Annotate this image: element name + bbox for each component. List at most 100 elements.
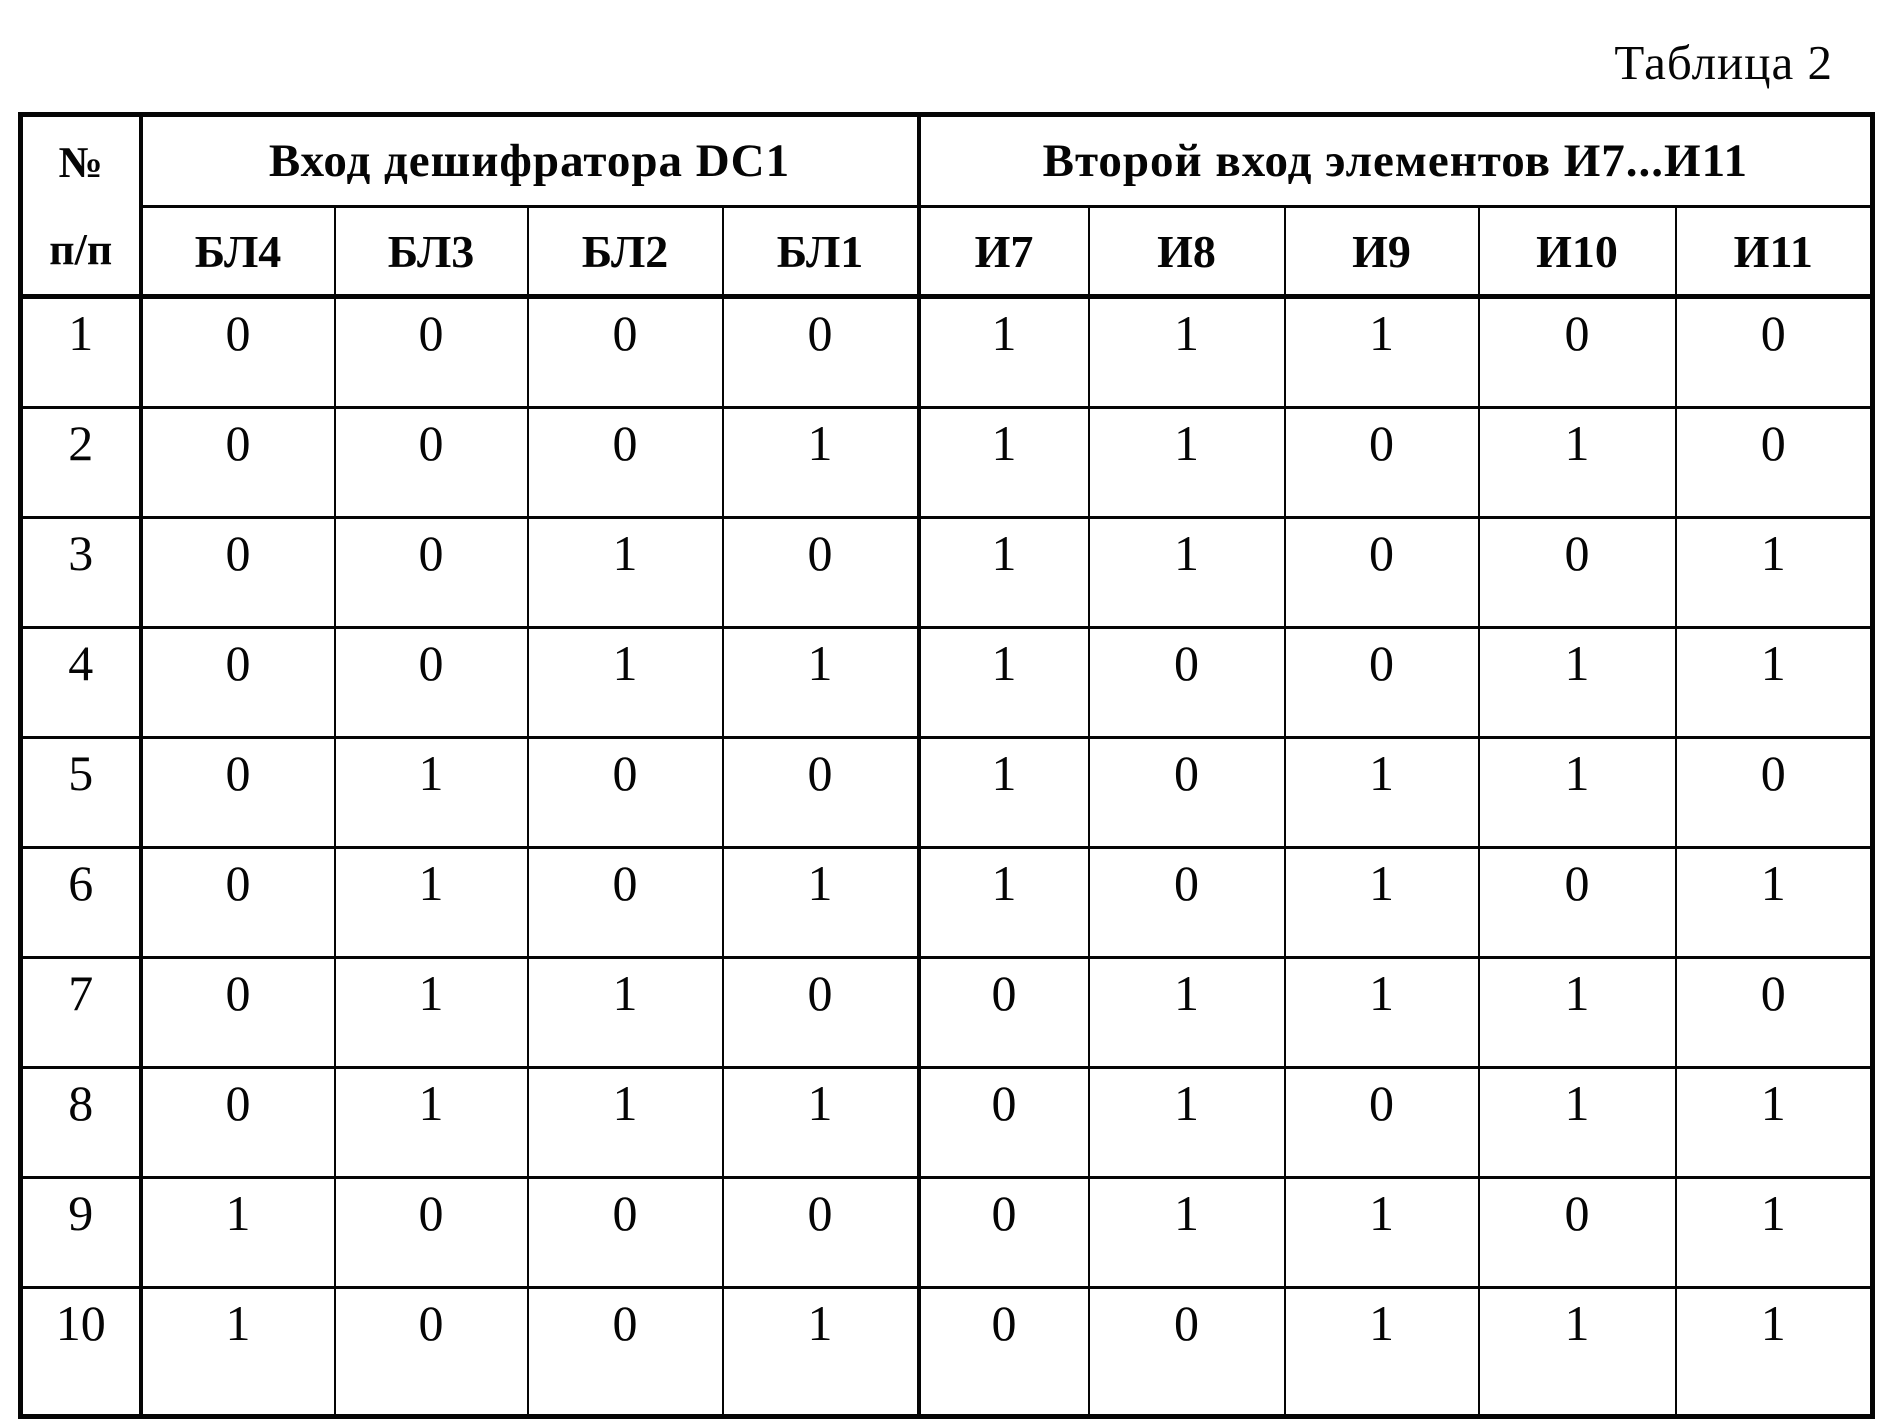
- value-cell: 0: [139, 956, 336, 1069]
- corner-header: № п/п: [19, 113, 143, 299]
- value-cell: 1: [1283, 956, 1480, 1069]
- value-cell: 1: [1477, 956, 1677, 1069]
- value-cell: 0: [1283, 516, 1480, 629]
- value-cell: 1: [1283, 1176, 1480, 1289]
- value-cell: 0: [1283, 626, 1480, 739]
- value-cell: 0: [721, 1176, 920, 1289]
- value-cell: 1: [333, 736, 529, 849]
- value-cell: 1: [1283, 846, 1480, 959]
- value-cell: 1: [526, 1066, 724, 1179]
- column-header-bl4: БЛ4: [139, 205, 336, 299]
- value-cell: 1: [139, 1176, 336, 1289]
- column-header-i7: И7: [916, 205, 1090, 299]
- table-row: 6 0 1 0 1 1 0 1 0 1: [19, 846, 1874, 959]
- value-cell: 0: [721, 956, 920, 1069]
- value-cell: 1: [1477, 1286, 1677, 1418]
- column-header-i10: И10: [1477, 205, 1677, 299]
- value-cell: 0: [526, 295, 724, 409]
- value-cell: 0: [1087, 626, 1286, 739]
- value-cell: 0: [1087, 1286, 1286, 1418]
- value-cell: 1: [1087, 516, 1286, 629]
- value-cell: 1: [1674, 1176, 1874, 1289]
- column-header-bl1: БЛ1: [721, 205, 920, 299]
- value-cell: 0: [526, 406, 724, 519]
- value-cell: 0: [139, 846, 336, 959]
- value-cell: 0: [1283, 406, 1480, 519]
- value-cell: 1: [916, 736, 1090, 849]
- value-cell: 1: [333, 956, 529, 1069]
- value-cell: 1: [1283, 1286, 1480, 1418]
- value-cell: 1: [526, 626, 724, 739]
- row-number: 9: [19, 1176, 143, 1289]
- value-cell: 1: [1283, 736, 1480, 849]
- value-cell: 0: [526, 1286, 724, 1418]
- value-cell: 1: [1674, 1286, 1874, 1418]
- value-cell: 1: [1087, 1176, 1286, 1289]
- table-row: 7 0 1 1 0 0 1 1 1 0: [19, 956, 1874, 1069]
- table-row: 8 0 1 1 1 0 1 0 1 1: [19, 1066, 1874, 1179]
- value-cell: 1: [916, 846, 1090, 959]
- value-cell: 1: [916, 406, 1090, 519]
- value-cell: 1: [721, 406, 920, 519]
- value-cell: 0: [526, 846, 724, 959]
- value-cell: 1: [1087, 406, 1286, 519]
- value-cell: 0: [139, 626, 336, 739]
- value-cell: 1: [1087, 1066, 1286, 1179]
- value-cell: 0: [1477, 1176, 1677, 1289]
- row-number: 7: [19, 956, 143, 1069]
- value-cell: 1: [1283, 295, 1480, 409]
- value-cell: 1: [1477, 1066, 1677, 1179]
- group-header-row: № п/п Вход дешифратора DC1 Второй вход э…: [19, 113, 1874, 299]
- table-row: 4 0 0 1 1 1 0 0 1 1: [19, 626, 1874, 739]
- group-header-dc1: Вход дешифратора DC1: [139, 113, 920, 208]
- value-cell: 1: [333, 846, 529, 959]
- value-cell: 0: [526, 1176, 724, 1289]
- column-header-i9: И9: [1283, 205, 1480, 299]
- value-cell: 0: [333, 1176, 529, 1289]
- corner-header-top: №: [58, 137, 103, 187]
- value-cell: 1: [721, 846, 920, 959]
- row-number: 2: [19, 406, 143, 519]
- value-cell: 1: [916, 626, 1090, 739]
- value-cell: 1: [139, 1286, 336, 1418]
- value-cell: 1: [1477, 626, 1677, 739]
- value-cell: 1: [1087, 295, 1286, 409]
- value-cell: 0: [721, 516, 920, 629]
- column-header-row: БЛ4 БЛ3 БЛ2 БЛ1 И7 И8 И9 И10 И11: [21, 205, 1874, 299]
- value-cell: 1: [333, 1066, 529, 1179]
- value-cell: 1: [916, 516, 1090, 629]
- value-cell: 0: [333, 295, 529, 409]
- value-cell: 1: [721, 1286, 920, 1418]
- value-cell: 1: [1674, 516, 1874, 629]
- value-cell: 0: [139, 295, 336, 409]
- value-cell: 1: [1477, 406, 1677, 519]
- column-header-i11: И11: [1674, 205, 1874, 299]
- value-cell: 0: [333, 1286, 529, 1418]
- table-row: 5 0 1 0 0 1 0 1 1 0: [19, 736, 1874, 849]
- value-cell: 1: [721, 1066, 920, 1179]
- table-row: 10 1 0 0 1 0 0 1 1 1: [19, 1286, 1874, 1418]
- value-cell: 0: [333, 626, 529, 739]
- value-cell: 1: [526, 516, 724, 629]
- value-cell: 0: [139, 736, 336, 849]
- row-number: 4: [19, 626, 143, 739]
- value-cell: 0: [333, 406, 529, 519]
- value-cell: 0: [1283, 1066, 1480, 1179]
- table-row: 3 0 0 1 0 1 1 0 0 1: [19, 516, 1874, 629]
- value-cell: 0: [721, 736, 920, 849]
- value-cell: 0: [916, 956, 1090, 1069]
- value-cell: 1: [1674, 846, 1874, 959]
- value-cell: 0: [139, 1066, 336, 1179]
- table-row: 1 0 0 0 0 1 1 1 0 0: [19, 295, 1874, 409]
- value-cell: 0: [139, 516, 336, 629]
- column-header-i8: И8: [1087, 205, 1286, 299]
- column-header-bl2: БЛ2: [526, 205, 724, 299]
- row-number: 1: [19, 295, 143, 409]
- corner-header-bottom: п/п: [49, 224, 113, 274]
- row-number: 5: [19, 736, 143, 849]
- page-title: Таблица 2: [1614, 35, 1833, 90]
- value-cell: 0: [916, 1176, 1090, 1289]
- value-cell: 0: [1674, 956, 1874, 1069]
- value-cell: 0: [333, 516, 529, 629]
- value-cell: 0: [139, 406, 336, 519]
